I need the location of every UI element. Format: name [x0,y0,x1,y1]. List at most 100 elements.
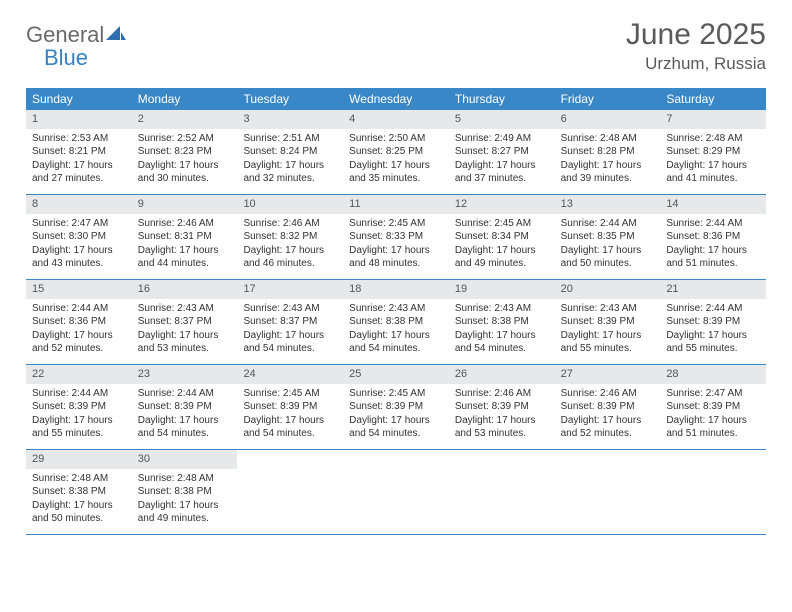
calendar-day: 9Sunrise: 2:46 AMSunset: 8:31 PMDaylight… [132,195,238,279]
day-number: 13 [555,195,661,214]
sunrise-line: Sunrise: 2:44 AM [32,302,126,316]
daylight-line-2: and 51 minutes. [666,257,760,271]
daylight-line-1: Daylight: 17 hours [666,329,760,343]
sunrise-line: Sunrise: 2:43 AM [349,302,443,316]
sunset-line: Sunset: 8:28 PM [561,145,655,159]
daylight-line-2: and 54 minutes. [138,427,232,441]
day-body: Sunrise: 2:44 AMSunset: 8:39 PMDaylight:… [132,384,238,447]
sunset-line: Sunset: 8:36 PM [666,230,760,244]
calendar-day [237,450,343,534]
daylight-line-1: Daylight: 17 hours [32,244,126,258]
daylight-line-1: Daylight: 17 hours [243,244,337,258]
sunrise-line: Sunrise: 2:51 AM [243,132,337,146]
day-number: 6 [555,110,661,129]
calendar-day: 3Sunrise: 2:51 AMSunset: 8:24 PMDaylight… [237,110,343,194]
calendar-day: 6Sunrise: 2:48 AMSunset: 8:28 PMDaylight… [555,110,661,194]
day-number: 19 [449,280,555,299]
daylight-line-1: Daylight: 17 hours [455,414,549,428]
sunset-line: Sunset: 8:39 PM [349,400,443,414]
sunrise-line: Sunrise: 2:46 AM [138,217,232,231]
sunrise-line: Sunrise: 2:46 AM [455,387,549,401]
sunrise-line: Sunrise: 2:44 AM [561,217,655,231]
daylight-line-2: and 55 minutes. [666,342,760,356]
daylight-line-1: Daylight: 17 hours [666,414,760,428]
calendar-day [660,450,766,534]
sunset-line: Sunset: 8:29 PM [666,145,760,159]
day-body: Sunrise: 2:45 AMSunset: 8:39 PMDaylight:… [343,384,449,447]
calendar-week: 15Sunrise: 2:44 AMSunset: 8:36 PMDayligh… [26,280,766,365]
daylight-line-1: Daylight: 17 hours [138,244,232,258]
calendar-day: 25Sunrise: 2:45 AMSunset: 8:39 PMDayligh… [343,365,449,449]
day-body: Sunrise: 2:43 AMSunset: 8:37 PMDaylight:… [237,299,343,362]
daylight-line-2: and 52 minutes. [32,342,126,356]
sunset-line: Sunset: 8:34 PM [455,230,549,244]
daylight-line-2: and 54 minutes. [243,342,337,356]
calendar-day: 28Sunrise: 2:47 AMSunset: 8:39 PMDayligh… [660,365,766,449]
daylight-line-2: and 27 minutes. [32,172,126,186]
daylight-line-2: and 55 minutes. [561,342,655,356]
daylight-line-2: and 54 minutes. [243,427,337,441]
sunrise-line: Sunrise: 2:49 AM [455,132,549,146]
daylight-line-2: and 46 minutes. [243,257,337,271]
day-body: Sunrise: 2:45 AMSunset: 8:34 PMDaylight:… [449,214,555,277]
daylight-line-1: Daylight: 17 hours [32,414,126,428]
daylight-line-1: Daylight: 17 hours [243,414,337,428]
sunset-line: Sunset: 8:25 PM [349,145,443,159]
sunset-line: Sunset: 8:39 PM [561,315,655,329]
daylight-line-2: and 49 minutes. [138,512,232,526]
sunrise-line: Sunrise: 2:53 AM [32,132,126,146]
sunrise-line: Sunrise: 2:47 AM [32,217,126,231]
daylight-line-2: and 32 minutes. [243,172,337,186]
day-body: Sunrise: 2:44 AMSunset: 8:35 PMDaylight:… [555,214,661,277]
sunset-line: Sunset: 8:38 PM [455,315,549,329]
day-number: 21 [660,280,766,299]
day-number: 28 [660,365,766,384]
sunrise-line: Sunrise: 2:48 AM [666,132,760,146]
sunrise-line: Sunrise: 2:46 AM [243,217,337,231]
daylight-line-1: Daylight: 17 hours [243,159,337,173]
day-body: Sunrise: 2:43 AMSunset: 8:39 PMDaylight:… [555,299,661,362]
daylight-line-1: Daylight: 17 hours [455,159,549,173]
calendar-day: 26Sunrise: 2:46 AMSunset: 8:39 PMDayligh… [449,365,555,449]
daylight-line-1: Daylight: 17 hours [32,159,126,173]
calendar-body: 1Sunrise: 2:53 AMSunset: 8:21 PMDaylight… [26,110,766,535]
calendar-day [343,450,449,534]
calendar-day: 20Sunrise: 2:43 AMSunset: 8:39 PMDayligh… [555,280,661,364]
day-number: 11 [343,195,449,214]
sunset-line: Sunset: 8:33 PM [349,230,443,244]
daylight-line-2: and 53 minutes. [138,342,232,356]
day-number: 1 [26,110,132,129]
daylight-line-1: Daylight: 17 hours [455,244,549,258]
dow-friday: Friday [555,88,661,110]
sunset-line: Sunset: 8:39 PM [666,400,760,414]
day-body: Sunrise: 2:44 AMSunset: 8:36 PMDaylight:… [26,299,132,362]
daylight-line-2: and 44 minutes. [138,257,232,271]
daylight-line-2: and 30 minutes. [138,172,232,186]
calendar-day: 11Sunrise: 2:45 AMSunset: 8:33 PMDayligh… [343,195,449,279]
calendar-week: 22Sunrise: 2:44 AMSunset: 8:39 PMDayligh… [26,365,766,450]
calendar-week: 29Sunrise: 2:48 AMSunset: 8:38 PMDayligh… [26,450,766,535]
sunrise-line: Sunrise: 2:48 AM [561,132,655,146]
day-body: Sunrise: 2:53 AMSunset: 8:21 PMDaylight:… [26,129,132,192]
daylight-line-1: Daylight: 17 hours [138,499,232,513]
day-number: 5 [449,110,555,129]
calendar-day: 21Sunrise: 2:44 AMSunset: 8:39 PMDayligh… [660,280,766,364]
daylight-line-2: and 39 minutes. [561,172,655,186]
day-body: Sunrise: 2:43 AMSunset: 8:38 PMDaylight:… [449,299,555,362]
daylight-line-1: Daylight: 17 hours [138,159,232,173]
day-number: 10 [237,195,343,214]
sunrise-line: Sunrise: 2:44 AM [666,217,760,231]
dow-saturday: Saturday [660,88,766,110]
sunset-line: Sunset: 8:39 PM [561,400,655,414]
daylight-line-1: Daylight: 17 hours [32,499,126,513]
sunrise-line: Sunrise: 2:44 AM [32,387,126,401]
location-label: Urzhum, Russia [626,54,766,74]
day-number: 15 [26,280,132,299]
sunrise-line: Sunrise: 2:44 AM [138,387,232,401]
day-body: Sunrise: 2:48 AMSunset: 8:38 PMDaylight:… [132,469,238,532]
sunset-line: Sunset: 8:39 PM [666,315,760,329]
day-body: Sunrise: 2:44 AMSunset: 8:39 PMDaylight:… [26,384,132,447]
dow-sunday: Sunday [26,88,132,110]
sunset-line: Sunset: 8:38 PM [138,485,232,499]
day-number: 4 [343,110,449,129]
